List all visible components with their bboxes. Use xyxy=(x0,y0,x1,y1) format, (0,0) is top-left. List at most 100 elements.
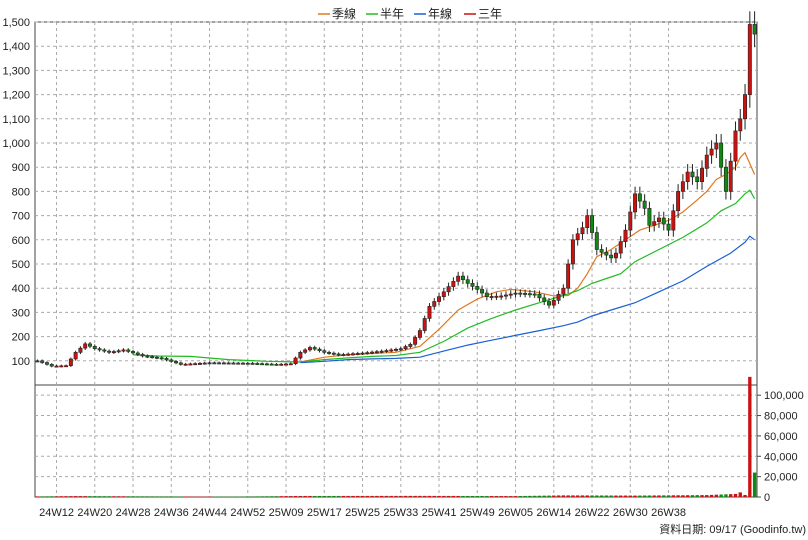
candle-body xyxy=(652,221,657,226)
candle-body xyxy=(197,363,202,365)
volume-bar xyxy=(112,496,116,497)
price-tick-label: 800 xyxy=(12,186,30,198)
candle-body xyxy=(374,351,379,354)
volume-bar xyxy=(408,495,413,497)
volume-bar xyxy=(188,496,193,497)
x-axis: 24W12 24W20 24W28 24W36 24W44 24W52 25W09 25W17… xyxy=(39,507,686,519)
volume-bar xyxy=(585,495,589,497)
x-grid xyxy=(56,22,670,497)
volume-bar xyxy=(580,495,585,497)
legend-label: 半年 xyxy=(380,7,404,21)
volume-bar xyxy=(169,496,173,497)
volume-bar xyxy=(743,494,747,497)
candle-body xyxy=(623,229,628,242)
volume-bar xyxy=(442,495,446,497)
candle-body xyxy=(169,359,174,362)
price-tick-label: 1,400 xyxy=(2,41,30,53)
candle-body xyxy=(427,306,432,319)
volume-bar xyxy=(432,495,436,497)
volume-bar xyxy=(571,495,575,497)
candle-body xyxy=(83,343,88,349)
price-tick-label: 500 xyxy=(12,259,30,271)
volume-bar xyxy=(298,495,303,497)
volume-bar xyxy=(633,495,637,497)
x-tick-label: 26W05 xyxy=(498,507,533,519)
candle-body xyxy=(331,352,336,355)
candle-body xyxy=(131,351,135,354)
candle-body xyxy=(551,299,556,306)
volume-bar xyxy=(255,496,260,497)
volume-bar xyxy=(179,496,183,497)
candle-body xyxy=(379,350,384,353)
volume-bar xyxy=(614,495,618,497)
candle-body xyxy=(599,249,604,253)
volume-bar xyxy=(423,495,427,497)
volume-bar xyxy=(480,496,484,497)
candle-body xyxy=(116,350,121,353)
candle-body xyxy=(723,166,728,192)
volume-bar xyxy=(695,495,699,497)
candle-body xyxy=(561,287,566,295)
candle-body xyxy=(317,348,322,352)
volume-bars xyxy=(35,376,757,498)
candle-body xyxy=(422,318,427,331)
candle-body xyxy=(437,296,442,302)
volume-bar xyxy=(117,496,121,497)
candle-body xyxy=(747,24,752,95)
candle-body xyxy=(752,24,757,35)
candle-body xyxy=(403,346,408,350)
volume-bar xyxy=(313,495,317,497)
candle-body xyxy=(92,345,97,349)
volume-bar xyxy=(131,496,135,497)
volume-bar xyxy=(427,495,432,497)
candle-body xyxy=(307,347,312,351)
candle-body xyxy=(556,293,561,301)
candle-body xyxy=(250,362,255,365)
price-tick-label: 200 xyxy=(12,332,30,344)
volume-bar xyxy=(752,472,757,497)
volume-bar xyxy=(576,495,580,497)
volume-bar xyxy=(164,496,169,497)
candle-body xyxy=(178,362,183,365)
x-tick-label: 25W33 xyxy=(383,507,418,519)
volume-bar xyxy=(384,495,389,497)
volume-bar xyxy=(308,495,312,497)
volume-bar xyxy=(561,495,566,497)
candle-body xyxy=(107,350,112,353)
candle-body xyxy=(714,142,719,150)
x-tick-label: 24W36 xyxy=(154,507,189,519)
candle-body xyxy=(293,357,298,365)
volume-bar xyxy=(375,495,379,497)
volume-bar xyxy=(547,495,551,497)
volume-bar xyxy=(662,495,666,497)
candle-body xyxy=(661,217,666,225)
volume-bar xyxy=(719,494,723,497)
candle-body xyxy=(322,350,327,353)
candle-body xyxy=(245,362,250,365)
candle-body xyxy=(700,168,704,183)
volume-bar xyxy=(241,496,245,497)
volume-bar xyxy=(499,496,503,497)
volume-bar xyxy=(509,496,513,497)
volume-bar xyxy=(685,495,690,497)
volume-bar xyxy=(528,495,532,497)
volume-bar xyxy=(379,495,384,497)
volume-bar xyxy=(193,496,197,497)
candle-body xyxy=(613,252,618,259)
candle-body xyxy=(154,356,159,359)
price-tick-label: 1,500 xyxy=(2,17,30,29)
candle-body xyxy=(159,357,164,360)
candle-body xyxy=(594,232,599,250)
candle-body xyxy=(183,363,188,366)
x-tick-label: 26W38 xyxy=(651,507,686,519)
candle-body xyxy=(88,343,92,347)
candle-body xyxy=(174,361,179,364)
candle-body xyxy=(704,154,709,169)
volume-bar xyxy=(107,496,111,497)
x-tick-label: 24W44 xyxy=(192,507,227,519)
candle-body xyxy=(413,337,418,345)
volume-bar xyxy=(389,495,393,497)
candle-body xyxy=(202,362,207,365)
volume-bar xyxy=(609,495,613,497)
